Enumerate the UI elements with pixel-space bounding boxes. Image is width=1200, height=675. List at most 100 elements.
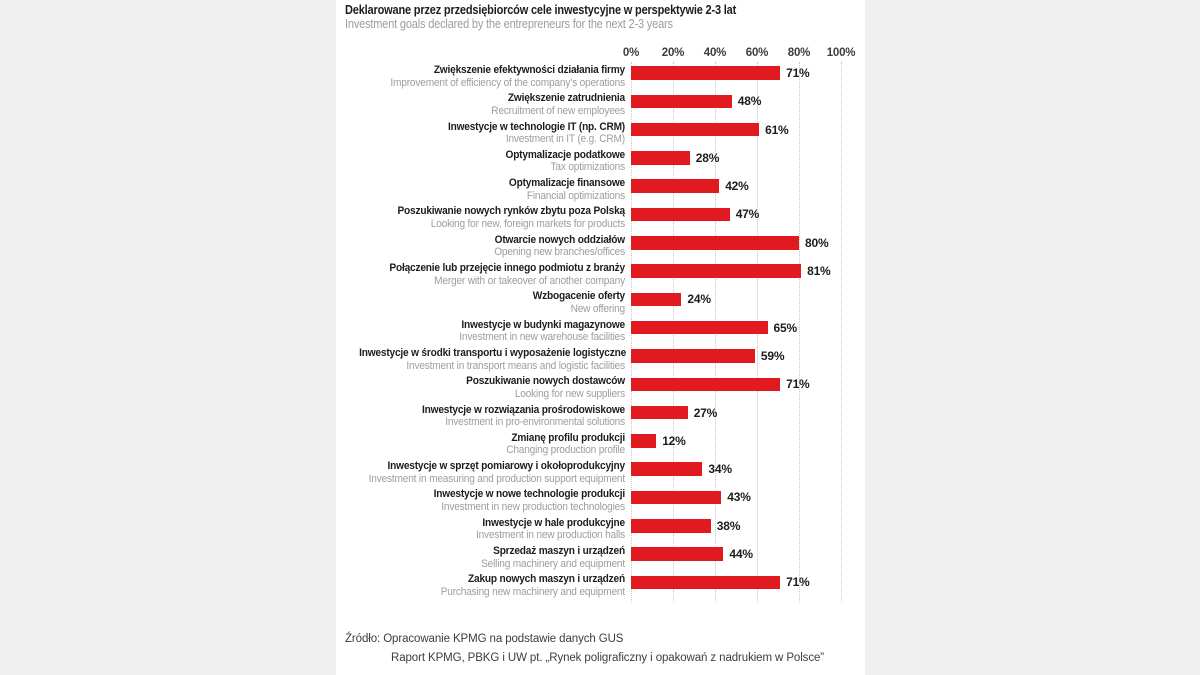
bar-zone: 34% (631, 461, 732, 477)
chart-row: Inwestycje w hale produkcyjne Investment… (336, 517, 865, 545)
bar-zone: 42% (631, 178, 749, 194)
category-labels: Poszukiwanie nowych rynków zbytu poza Po… (359, 205, 625, 230)
chart-row: Zakup nowych maszyn i urządzeń Purchasin… (336, 573, 865, 601)
bar-zone: 44% (631, 546, 753, 562)
chart-row: Optymalizacje podatkowe Tax optimization… (336, 149, 865, 177)
bar-value-label: 24% (687, 292, 711, 307)
bar (631, 405, 688, 420)
category-label-pl: Zwiększenie zatrudnienia (507, 92, 625, 105)
bar-value-label: 65% (773, 320, 798, 335)
category-labels: Inwestycje w rozwiązania prośrodowiskowe… (359, 404, 625, 429)
bar-zone: 81% (631, 263, 831, 279)
category-label-en: Investment in IT (e.g. CRM) (505, 133, 625, 146)
bar-value-label: 12% (662, 433, 686, 448)
category-label-en: Opening new branches/offices (494, 246, 625, 259)
category-labels: Sprzedaż maszyn i urządzeń Selling machi… (359, 545, 625, 570)
category-labels: Inwestycje w technologie IT (np. CRM) In… (359, 121, 625, 146)
source-line1: Źródło: Opracowanie KPMG na podstawie da… (345, 630, 824, 649)
category-label-en: Changing production profile (506, 444, 625, 457)
chart-row: Optymalizacje finansowe Financial optimi… (336, 177, 865, 205)
chart-row: Poszukiwanie nowych dostawców Looking fo… (336, 375, 865, 403)
x-axis-tick: 40% (703, 47, 727, 59)
bar-value-label: 59% (760, 348, 785, 363)
x-axis-tick: 80% (787, 47, 811, 59)
category-labels: Inwestycje w hale produkcyjne Investment… (359, 517, 625, 542)
bar (631, 575, 781, 590)
category-labels: Zmianę profilu produkcji Changing produc… (359, 432, 625, 457)
category-label-pl: Poszukiwanie nowych dostawców (466, 375, 625, 388)
x-axis-tick: 100% (826, 47, 856, 59)
chart-title-en: Investment goals declared by the entrepr… (345, 17, 673, 31)
category-label-pl: Inwestycje w budynki magazynowe (461, 318, 625, 331)
category-label-pl: Wzbogacenie oferty (532, 290, 625, 303)
category-labels: Inwestycje w nowe technologie produkcji … (359, 488, 626, 513)
source-line1-text: Opracowanie KPMG na podstawie danych GUS (383, 633, 624, 645)
bar-value-label: 61% (765, 122, 789, 137)
category-label-en: Financial optimizations (526, 189, 625, 202)
x-axis-tick-labels: 0% 20% 40% 60% 80% 100% (336, 47, 865, 61)
source-line2: Raport KPMG, PBKG i UW pt. „Rynek poligr… (391, 651, 824, 664)
bar-value-label: 71% (786, 575, 810, 590)
bar-zone: 65% (631, 320, 797, 336)
bar-value-label: 38% (716, 518, 741, 533)
bar-zone: 27% (631, 405, 717, 421)
chart-row: Inwestycje w budynki magazynowe Investme… (336, 319, 865, 347)
category-labels: Optymalizacje finansowe Financial optimi… (359, 177, 625, 202)
category-labels: Zakup nowych maszyn i urządzeń Purchasin… (359, 573, 625, 598)
source-note: Źródło: Opracowanie KPMG na podstawie da… (345, 630, 824, 667)
bar-value-label: 44% (729, 547, 753, 562)
category-labels: Poszukiwanie nowych dostawców Looking fo… (359, 375, 625, 400)
bar-value-label: 80% (805, 235, 829, 250)
bar-zone: 24% (631, 291, 711, 307)
chart-row: Zwiększenie efektywności działania firmy… (336, 64, 865, 92)
category-labels: Optymalizacje podatkowe Tax optimization… (359, 148, 626, 174)
bar-zone: 28% (631, 150, 719, 166)
chart-row: Połączenie lub przejęcie innego podmiotu… (336, 262, 865, 290)
bar (631, 122, 760, 137)
chart-row: Inwestycje w sprzęt pomiarowy i okołopro… (336, 460, 865, 488)
chart-title-pl: Deklarowane przez przedsiębiorców cele i… (345, 3, 737, 17)
category-label-pl: Otwarcie nowych oddziałów (494, 233, 626, 246)
bar-value-label: 43% (727, 490, 751, 505)
bar-zone: 61% (631, 122, 789, 138)
bar-zone: 38% (631, 518, 740, 534)
chart-row: Zwiększenie zatrudnienia Recruitment of … (336, 92, 865, 120)
x-axis-tick: 0% (622, 47, 640, 59)
category-label-pl: Zakup nowych maszyn i urządzeń (467, 573, 625, 586)
category-label-pl: Optymalizacje finansowe (508, 177, 625, 190)
x-axis-tick: 20% (661, 47, 685, 59)
category-label-en: Purchasing new machinery and equipment (440, 585, 625, 598)
bar (631, 320, 768, 335)
category-label-en: New offering (570, 302, 626, 315)
bar (631, 519, 711, 533)
x-axis-tick: 60% (745, 47, 769, 59)
bar-zone: 80% (631, 235, 829, 251)
category-label-pl: Inwestycje w nowe technologie produkcji (433, 488, 626, 501)
bar (631, 490, 722, 505)
category-label-pl: Zmianę profilu produkcji (511, 431, 625, 444)
bar (631, 292, 682, 307)
bar-zone: 12% (631, 433, 686, 449)
bar (631, 462, 703, 476)
bar-value-label: 34% (708, 462, 732, 477)
chart-title-block: Deklarowane przez przedsiębiorców cele i… (345, 3, 736, 31)
bar-zone: 59% (631, 348, 785, 364)
bar-zone: 47% (631, 206, 759, 222)
category-label-pl: Optymalizacje podatkowe (505, 148, 626, 161)
category-label-pl: Inwestycje w rozwiązania prośrodowiskowe (422, 403, 625, 416)
category-label-en: Investment in new production halls (475, 529, 625, 542)
category-labels: Inwestycje w budynki magazynowe Investme… (359, 319, 625, 344)
category-labels: Otwarcie nowych oddziałów Opening new br… (359, 234, 625, 259)
bar-zone: 43% (631, 489, 751, 505)
category-label-pl: Zwiększenie efektywności działania firmy (433, 64, 625, 76)
bar-value-label: 28% (695, 150, 720, 165)
bar (631, 236, 799, 250)
bar (631, 349, 755, 363)
category-label-pl: Inwestycje w hale produkcyjne (482, 516, 625, 529)
bar-zone: 71% (631, 376, 810, 392)
chart-rows: Zwiększenie efektywności działania firmy… (336, 64, 865, 602)
bar-zone: 71% (631, 574, 810, 590)
chart-row: Poszukiwanie nowych rynków zbytu poza Po… (336, 205, 865, 233)
bar (631, 94, 732, 109)
category-label-pl: Inwestycje w technologie IT (np. CRM) (447, 120, 625, 133)
